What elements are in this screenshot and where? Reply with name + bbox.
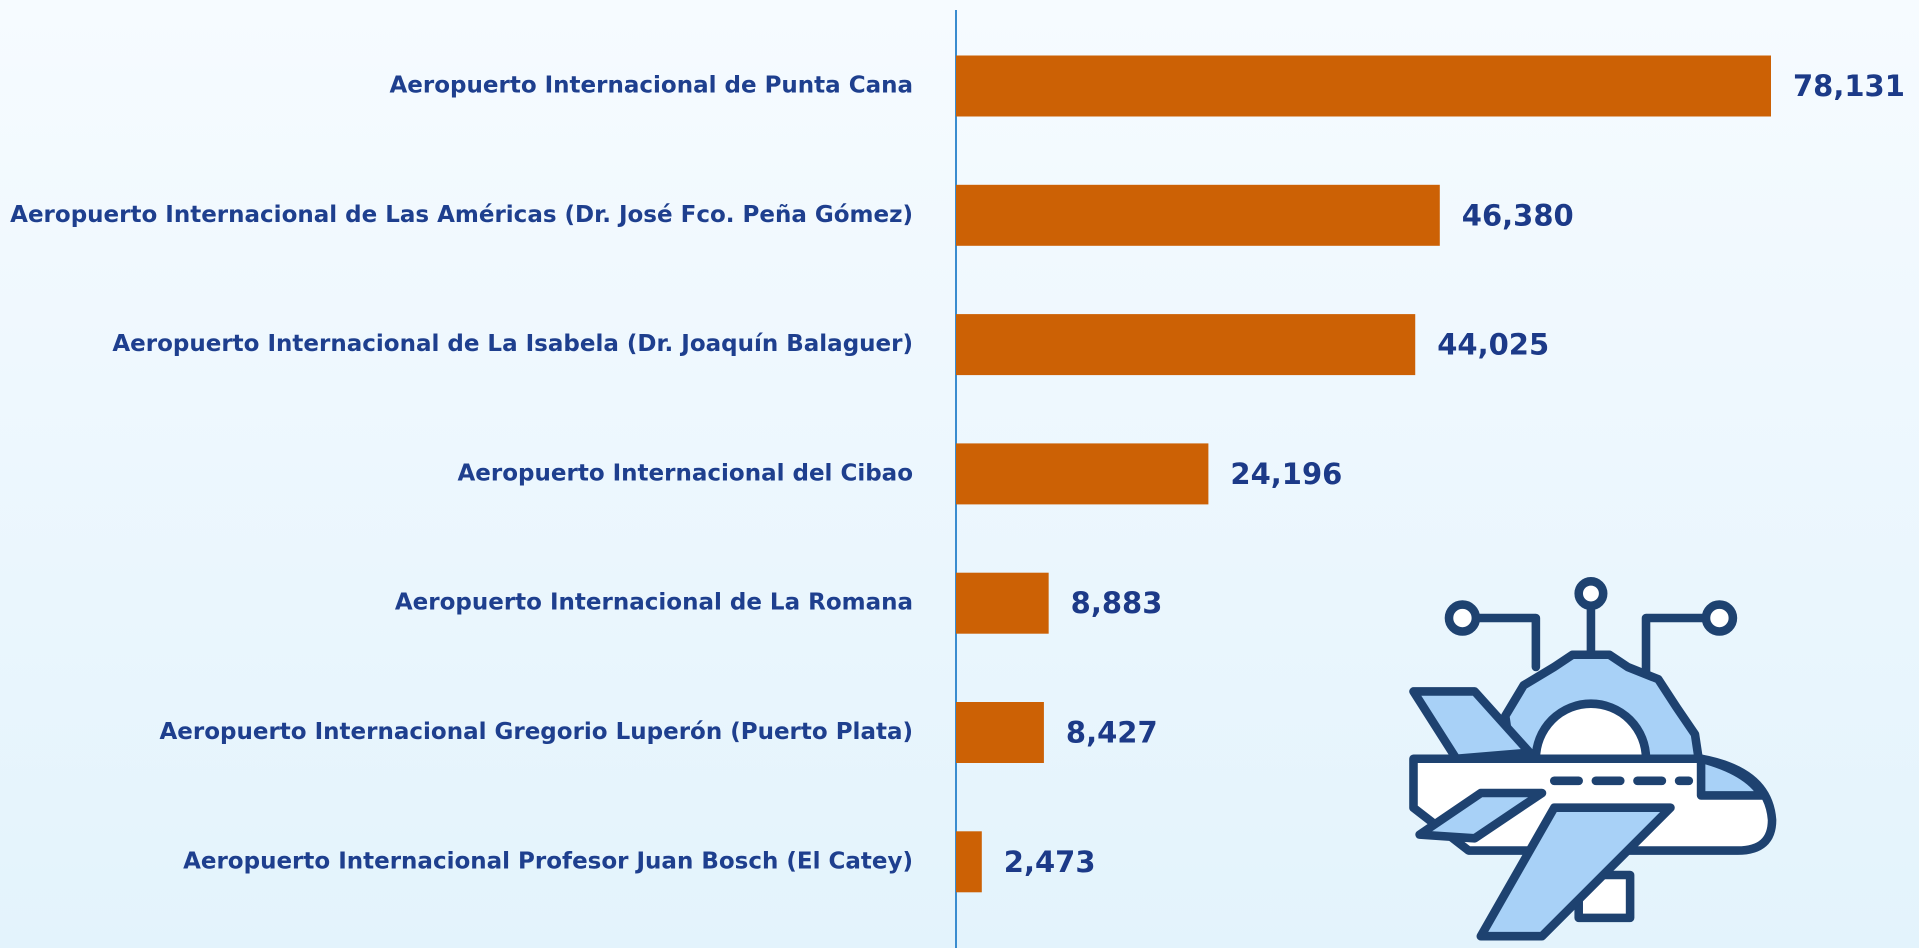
- airplane-icon: [1409, 577, 1777, 941]
- value-label: 24,196: [1230, 457, 1342, 491]
- bar: [956, 184, 1440, 246]
- category-label: Aeropuerto Internacional del Cibao: [458, 460, 914, 486]
- category-label: Aeropuerto Internacional de Punta Cana: [390, 73, 914, 99]
- value-label: 8,883: [1071, 586, 1163, 620]
- bar: [956, 572, 1049, 634]
- value-label: 2,473: [1004, 845, 1096, 879]
- value-label: 8,427: [1066, 716, 1158, 750]
- bar: [956, 443, 1209, 505]
- value-label: 46,380: [1462, 198, 1574, 232]
- category-label: Aeropuerto Internacional de La Romana: [395, 590, 913, 616]
- category-label: Aeropuerto Internacional Gregorio Luperó…: [159, 719, 913, 745]
- bar: [956, 55, 1771, 117]
- bar: [956, 831, 982, 893]
- category-label: Aeropuerto Internacional de Las Américas…: [10, 202, 913, 228]
- bar: [956, 702, 1044, 763]
- category-label: Aeropuerto Internacional Profesor Juan B…: [183, 848, 913, 874]
- bar: [956, 314, 1416, 376]
- value-label: 78,131: [1793, 69, 1905, 103]
- category-label: Aeropuerto Internacional de La Isabela (…: [112, 331, 913, 357]
- value-label: 44,025: [1437, 328, 1549, 362]
